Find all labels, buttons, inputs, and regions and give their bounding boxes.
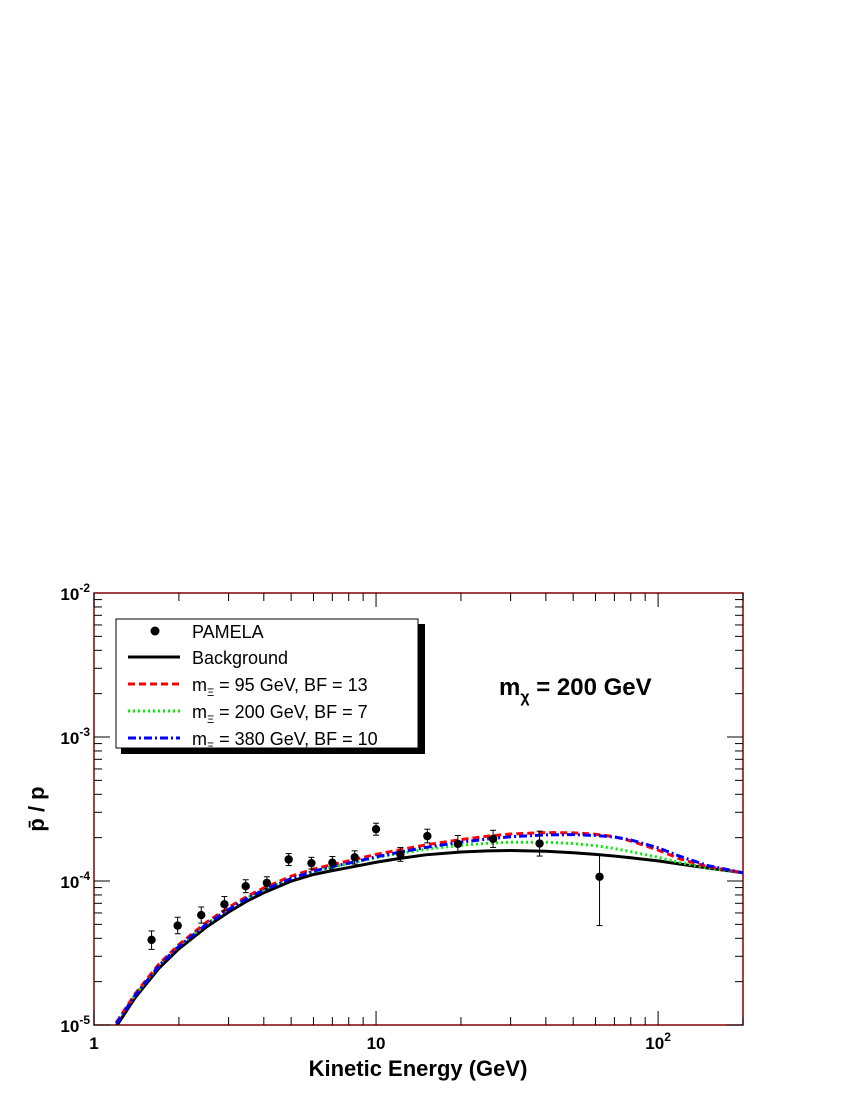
data-point <box>262 878 272 888</box>
x-tick-label: 1 <box>89 1034 98 1053</box>
x-axis-title: Kinetic Energy (GeV) <box>309 1056 528 1081</box>
series-line-2 <box>115 831 743 1024</box>
series-line-1 <box>115 848 743 1025</box>
x-tick-label: 102 <box>645 1030 671 1053</box>
data-point <box>350 853 359 862</box>
data-point <box>147 935 156 945</box>
y-tick-label: 10-3 <box>60 725 90 748</box>
data-point <box>371 824 381 834</box>
data-point <box>396 850 405 859</box>
y-tick-label: 10-2 <box>60 581 90 604</box>
legend: PAMELA Background mΞ = 95 GeV, BF = 13 m… <box>115 618 425 754</box>
x-tick-label: 10 <box>367 1034 386 1053</box>
y-tick-label: 10-5 <box>60 1013 90 1036</box>
legend-label-200gev: mΞ = 200 GeV, BF = 7 <box>192 702 368 726</box>
axis-ticks <box>93 593 744 1026</box>
tick-labels: 1 10 102 10-5 10-4 10-3 10-2 <box>60 581 671 1053</box>
data-point <box>453 839 463 849</box>
legend-label-95gev: mΞ = 95 GeV, BF = 13 <box>192 675 368 699</box>
data-point <box>423 831 432 841</box>
legend-label-pamela: PAMELA <box>192 622 264 642</box>
legend-label-380gev: mΞ = 380 GeV, BF = 10 <box>192 729 378 753</box>
data-point <box>595 872 604 881</box>
data-point <box>488 834 498 844</box>
series-line-3 <box>115 840 743 1024</box>
data-point <box>220 900 229 909</box>
data-point <box>241 882 250 891</box>
plot-frame <box>93 592 744 1026</box>
data-point <box>173 921 182 930</box>
series-lines <box>115 831 743 1025</box>
y-axis-title: p̄ / p <box>24 786 49 831</box>
legend-marker-pamela <box>150 626 160 636</box>
series-line-4 <box>115 833 743 1025</box>
data-point <box>328 858 337 867</box>
data-point <box>307 858 316 868</box>
data-point <box>535 839 544 848</box>
data-point <box>197 910 206 920</box>
pamela-points <box>147 822 604 950</box>
y-axis-title-group: p̄ / p <box>24 786 49 831</box>
data-point <box>284 855 293 864</box>
legend-label-background: Background <box>192 648 288 668</box>
y-tick-label: 10-4 <box>60 869 90 892</box>
chart-annotation: mχ = 200 GeV <box>499 674 652 706</box>
